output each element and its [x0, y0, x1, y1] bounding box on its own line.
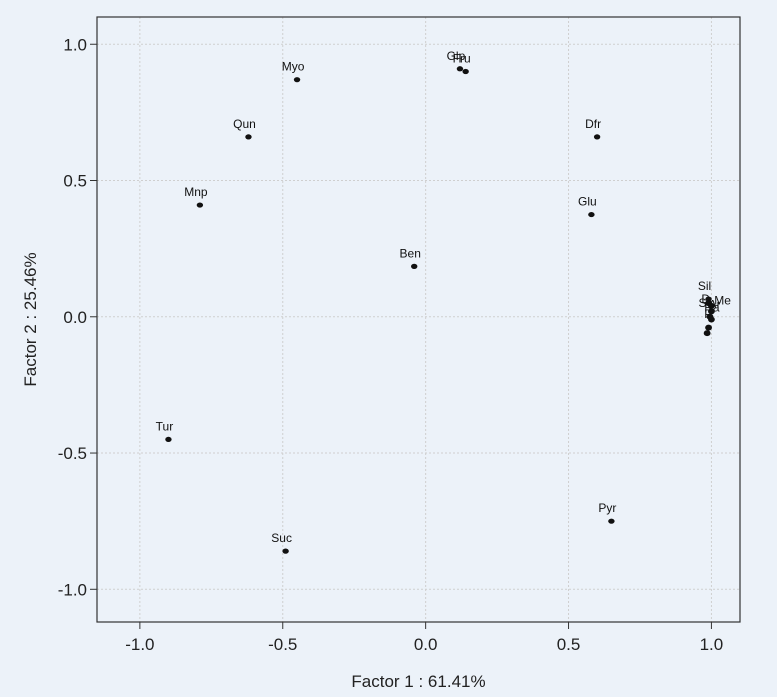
y-axis-title: Factor 2 : 25.46%	[21, 252, 40, 386]
data-point-qun	[245, 134, 252, 140]
cluster-point	[705, 324, 712, 331]
data-point-suc	[282, 548, 289, 554]
data-point-glp	[456, 66, 464, 72]
data-point-myo	[293, 77, 301, 83]
cluster-label: Ra	[704, 300, 720, 314]
cluster-point	[703, 330, 711, 337]
y-tick-label: -1.0	[58, 580, 87, 599]
point-label-ben: Ben	[400, 246, 421, 260]
cluster-point	[706, 313, 714, 320]
ticks: -1.0 -0.5 0.0 0.5 1.0 -1.0 -0.5 0.0 0.5 1.0	[58, 35, 724, 654]
data-point-dfr	[593, 134, 601, 140]
data-point-ben	[411, 263, 418, 269]
cluster-point	[708, 302, 715, 309]
data-point-tur	[165, 436, 172, 443]
cluster-label: P	[704, 307, 712, 321]
point-label-sil: Sil	[698, 279, 711, 293]
point-label-dfr: Dfr	[585, 117, 601, 131]
cluster-label: S	[699, 296, 707, 310]
x-axis-title: Factor 1 : 61.41%	[351, 672, 485, 691]
plot-area	[96, 16, 741, 623]
point-label-glp: Glp	[447, 49, 466, 63]
x-tick-label: 0.0	[414, 635, 438, 654]
data-point-fru	[462, 68, 469, 75]
point-label-mnp: Mnp	[184, 185, 208, 199]
point-label-glu: Glu	[578, 195, 597, 209]
point-label-tur: Tur	[156, 419, 174, 433]
cluster-label: D	[701, 292, 710, 306]
y-tick-label: 1.0	[63, 35, 87, 54]
x-tick-label: -0.5	[268, 635, 297, 654]
data-point-sil	[705, 296, 712, 302]
point-label-qun: Qun	[233, 117, 256, 131]
x-tick-label: 1.0	[700, 635, 724, 654]
grid	[97, 17, 740, 622]
y-tick-label: -0.5	[58, 444, 87, 463]
point-label-myo: Myo	[282, 60, 305, 74]
point-label-pyr: Pyr	[598, 501, 616, 515]
cluster-point	[708, 308, 715, 315]
cluster-label: Ar	[709, 298, 721, 312]
x-tick-label: -1.0	[125, 635, 154, 654]
point-label-fru: Fru	[453, 52, 471, 66]
cluster-label: Me	[714, 294, 731, 308]
y-tick-label: 0.0	[63, 308, 87, 327]
data-point-glu	[588, 211, 595, 218]
point-label-suc: Suc	[271, 531, 292, 545]
y-tick-label: 0.5	[63, 172, 87, 191]
data-point-pyr	[608, 518, 615, 524]
x-tick-label: 0.5	[557, 635, 581, 654]
data-point-mnp	[196, 202, 204, 208]
